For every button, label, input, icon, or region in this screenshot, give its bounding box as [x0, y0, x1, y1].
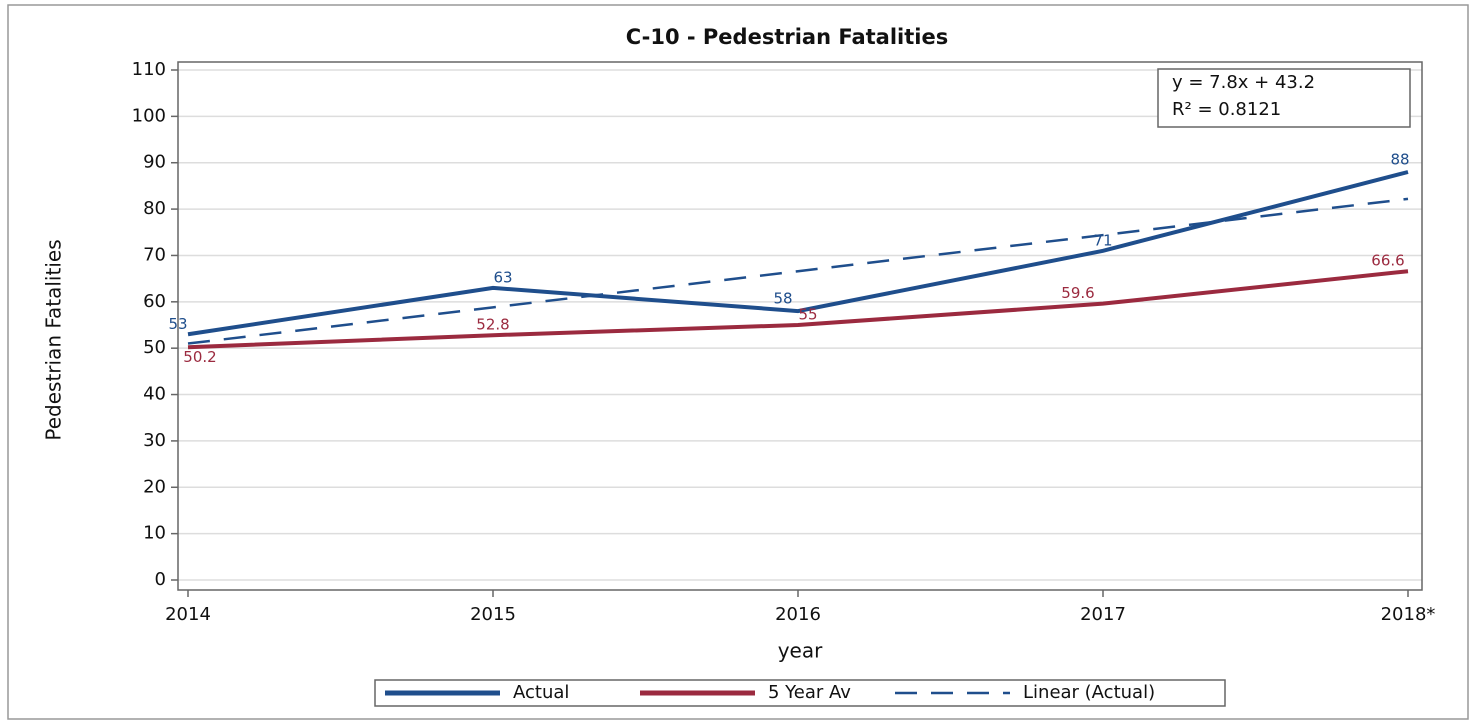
data-label: 66.6	[1371, 252, 1404, 270]
y-tick-label: 40	[143, 384, 166, 405]
x-tick-label: 2014	[165, 604, 211, 625]
y-tick-label: 50	[143, 337, 166, 358]
y-axis-label: Pedestrian Fatalities	[42, 239, 66, 440]
y-tick-label: 30	[143, 430, 166, 451]
annotation: R² = 0.8121	[1172, 99, 1281, 120]
data-label: 88	[1390, 151, 1409, 169]
legend-box	[374, 679, 1226, 707]
y-tick-label: 0	[155, 569, 166, 590]
legend-label: Actual	[513, 682, 569, 703]
plot-frame	[177, 61, 1423, 591]
x-tick-label: 2015	[470, 604, 516, 625]
x-tick-label: 2018*	[1381, 604, 1436, 625]
y-tick-label: 100	[132, 105, 166, 126]
annotation-box	[1157, 68, 1411, 128]
data-label: 58	[773, 290, 792, 308]
data-label: 59.6	[1061, 284, 1094, 302]
x-tick-label: 2017	[1080, 604, 1126, 625]
y-tick-label: 110	[132, 59, 166, 80]
y-tick-label: 70	[143, 244, 166, 265]
legend: Actual 5 Year Av Linear (Actual)	[385, 682, 1155, 703]
y-tick-label: 20	[143, 476, 166, 497]
legend-label: 5 Year Av	[768, 682, 851, 703]
grid: 0 10 20 30 40 50 60 70 80 90 100 110 2014 2015 2016 201…	[132, 59, 1436, 625]
y-tick-label: 80	[143, 198, 166, 219]
annotation: y = 7.8x + 43.2	[1172, 72, 1315, 93]
series-line	[187, 269, 1409, 350]
data-label: 55	[798, 306, 817, 324]
data-label: 50.2	[183, 348, 216, 366]
y-tick-label: 10	[143, 523, 166, 544]
y-tick-label: 90	[143, 152, 166, 173]
data-label: 63	[493, 268, 512, 286]
series-line	[187, 170, 1409, 337]
data-label: 52.8	[476, 316, 509, 334]
legend-label: Linear (Actual)	[1023, 682, 1155, 703]
x-tick-label: 2016	[775, 604, 821, 625]
y-tick-label: 60	[143, 291, 166, 312]
chart-title: C-10 - Pedestrian Fatalities	[626, 25, 948, 49]
x-axis-label: year	[778, 639, 823, 663]
series-line	[187, 197, 1409, 345]
